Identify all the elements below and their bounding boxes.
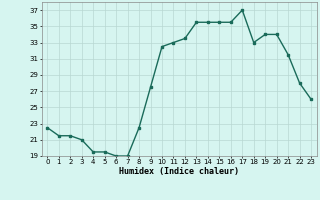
X-axis label: Humidex (Indice chaleur): Humidex (Indice chaleur) [119, 167, 239, 176]
